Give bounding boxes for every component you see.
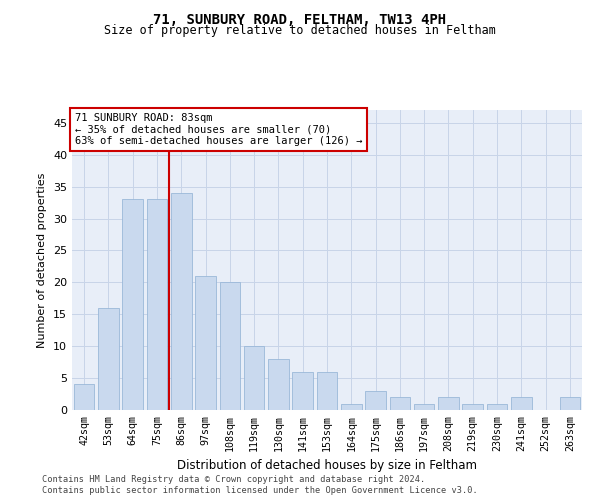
Bar [389, 397, 410, 410]
X-axis label: Distribution of detached houses by size in Feltham: Distribution of detached houses by size … [177, 459, 477, 472]
Bar [122, 200, 143, 410]
Bar [511, 397, 532, 410]
Bar [414, 404, 434, 410]
Bar [292, 372, 313, 410]
Bar [146, 200, 167, 410]
Bar [171, 193, 191, 410]
Bar [463, 404, 483, 410]
Bar [365, 391, 386, 410]
Bar [560, 397, 580, 410]
Bar [438, 397, 459, 410]
Text: Size of property relative to detached houses in Feltham: Size of property relative to detached ho… [104, 24, 496, 37]
Bar [98, 308, 119, 410]
Text: Contains public sector information licensed under the Open Government Licence v3: Contains public sector information licen… [42, 486, 478, 495]
Bar [220, 282, 240, 410]
Text: Contains HM Land Registry data © Crown copyright and database right 2024.: Contains HM Land Registry data © Crown c… [42, 475, 425, 484]
Bar [195, 276, 216, 410]
Text: 71, SUNBURY ROAD, FELTHAM, TW13 4PH: 71, SUNBURY ROAD, FELTHAM, TW13 4PH [154, 12, 446, 26]
Bar [317, 372, 337, 410]
Bar [244, 346, 265, 410]
Bar [268, 359, 289, 410]
Bar [341, 404, 362, 410]
Bar [487, 404, 508, 410]
Text: 71 SUNBURY ROAD: 83sqm
← 35% of detached houses are smaller (70)
63% of semi-det: 71 SUNBURY ROAD: 83sqm ← 35% of detached… [75, 113, 362, 146]
Bar [74, 384, 94, 410]
Y-axis label: Number of detached properties: Number of detached properties [37, 172, 47, 348]
